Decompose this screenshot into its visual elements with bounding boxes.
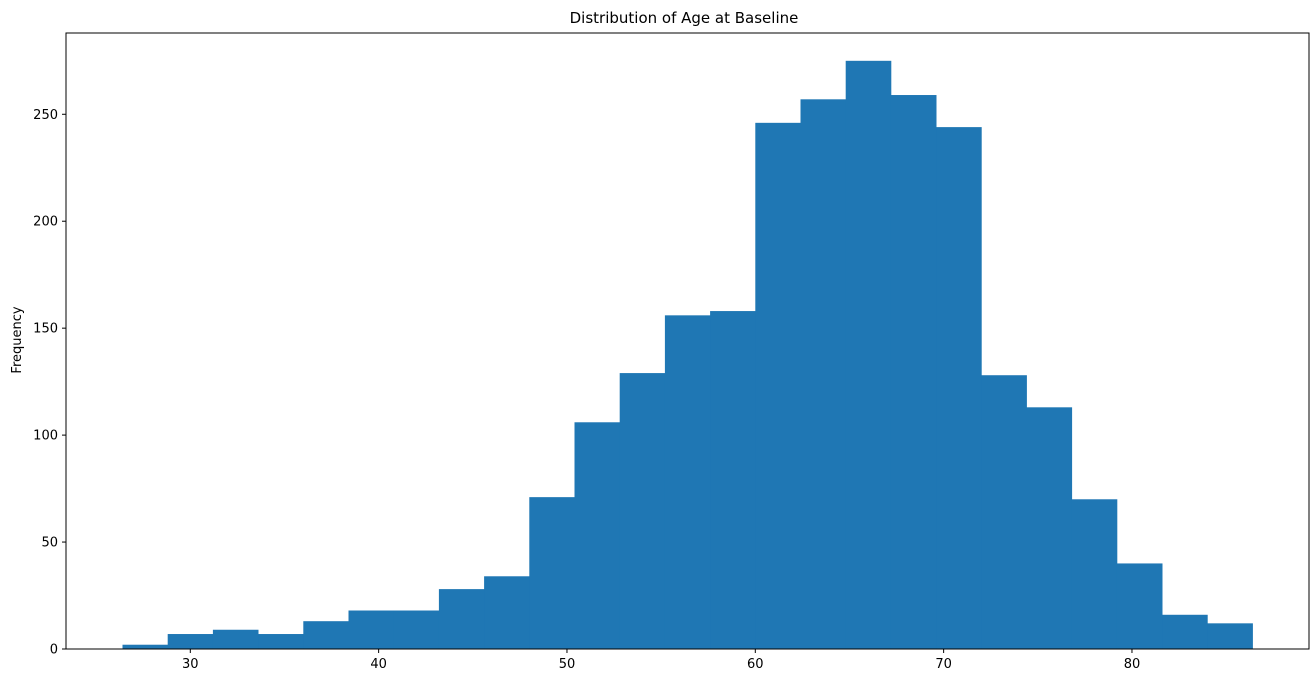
x-axis-ticks: 30 40 50 60 70 80 bbox=[182, 649, 1140, 672]
histogram-bar bbox=[122, 644, 169, 649]
histogram-bar bbox=[1162, 614, 1208, 649]
x-tick-label: 30 bbox=[182, 657, 199, 672]
y-tick-label: 150 bbox=[33, 322, 58, 337]
x-tick-label: 50 bbox=[559, 657, 576, 672]
histogram-bar bbox=[1207, 623, 1253, 649]
histogram-bar bbox=[529, 497, 575, 649]
y-axis-ticks: 0 50 100 150 200 250 bbox=[33, 108, 66, 658]
x-tick-label: 60 bbox=[747, 657, 764, 672]
histogram-bar bbox=[890, 95, 937, 649]
histogram-bar bbox=[167, 634, 214, 649]
histogram-bar bbox=[800, 99, 847, 649]
histogram-bars bbox=[122, 60, 1253, 650]
histogram-bar bbox=[348, 610, 395, 649]
histogram-bar bbox=[755, 122, 801, 649]
histogram-bar bbox=[212, 629, 259, 649]
histogram-bar bbox=[619, 373, 666, 649]
y-tick-label: 50 bbox=[41, 536, 58, 551]
histogram-bar bbox=[664, 315, 711, 649]
chart-title: Distribution of Age at Baseline bbox=[570, 9, 799, 27]
histogram-bar bbox=[484, 576, 530, 649]
y-tick-label: 250 bbox=[33, 108, 58, 123]
x-tick-label: 80 bbox=[1124, 657, 1141, 672]
y-tick-label: 200 bbox=[33, 215, 58, 230]
histogram-bar bbox=[258, 634, 304, 649]
histogram-bar bbox=[845, 60, 892, 650]
histogram-bar bbox=[393, 610, 440, 649]
y-tick-label: 100 bbox=[33, 429, 58, 444]
histogram-bar bbox=[710, 311, 756, 649]
y-tick-label: 0 bbox=[50, 643, 58, 658]
y-axis-label: Frequency bbox=[10, 306, 25, 373]
histogram-bar bbox=[303, 621, 349, 649]
histogram-bar bbox=[1026, 407, 1073, 649]
histogram-bar bbox=[438, 589, 485, 649]
x-tick-label: 70 bbox=[935, 657, 952, 672]
histogram-bar bbox=[1116, 563, 1163, 649]
x-tick-label: 40 bbox=[370, 657, 387, 672]
histogram-bar bbox=[1071, 499, 1118, 649]
histogram-bar bbox=[936, 127, 982, 650]
histogram-bar bbox=[981, 375, 1027, 649]
histogram-bar bbox=[574, 422, 621, 649]
plot-area-frame bbox=[65, 32, 1310, 650]
